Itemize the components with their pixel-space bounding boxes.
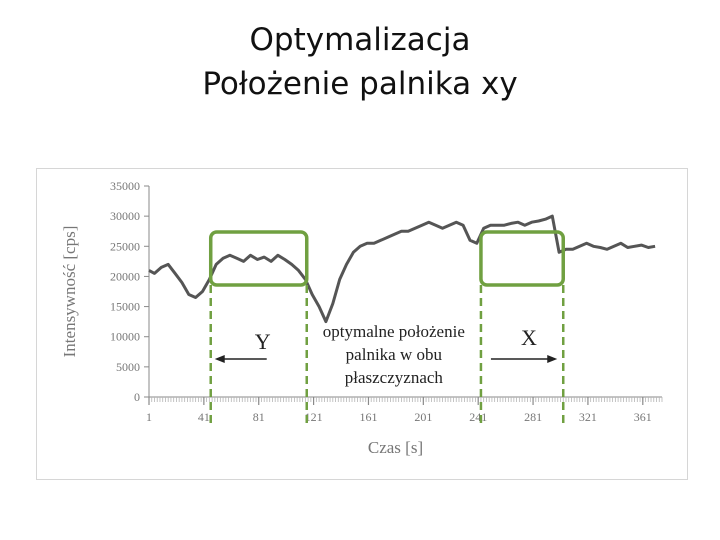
x-tick-label-81: 81	[253, 410, 265, 424]
slide-title-line2: Położenie palnika xy	[202, 66, 518, 102]
y-tick-label-25000: 25000	[110, 239, 140, 253]
highlight-box-x	[479, 230, 565, 287]
y-axis: 0 5000 10000 15000 20000 25000 30000 35000	[110, 179, 150, 404]
x-tick-label-361: 361	[634, 410, 652, 424]
x-axis-label: Czas [s]	[368, 438, 423, 457]
x-tick-label-161: 161	[359, 410, 377, 424]
x-tick-label-1: 1	[146, 410, 152, 424]
chart-frame: 0 5000 10000 15000 20000 25000 30000 35000 1 41 8…	[36, 168, 688, 480]
x-tick-label-281: 281	[524, 410, 542, 424]
highlight-box-y	[208, 230, 309, 287]
annotation-center-line-3: płaszczyznach	[345, 368, 444, 387]
x-tick-label-241: 241	[469, 410, 487, 424]
x-tick-label-41: 41	[198, 410, 210, 424]
y-tick-label-10000: 10000	[110, 330, 140, 344]
arrow-y-head	[214, 355, 225, 363]
y-tick-label-15000: 15000	[110, 300, 140, 314]
annotation-x-label: X	[521, 325, 537, 350]
annotation-center-line-1: optymalne położenie	[323, 322, 465, 341]
slide-title-line1: Optymalizacja	[249, 22, 471, 58]
x-tick-label-121: 121	[305, 410, 323, 424]
series-line-intensity	[148, 214, 656, 324]
arrow-x-head	[547, 355, 558, 363]
slide-title: Optymalizacja Położenie palnika xy	[0, 18, 720, 106]
x-tick-label-201: 201	[414, 410, 432, 424]
x-axis: 1 41 81 121 161 201 241 281 321 361	[146, 396, 663, 424]
annotation-y-label: Y	[255, 329, 271, 354]
y-tick-label-20000: 20000	[110, 269, 140, 283]
x-tick-label-321: 321	[579, 410, 597, 424]
y-tick-label-5000: 5000	[116, 360, 140, 374]
annotation-center-line-2: palnika w obu	[346, 345, 443, 364]
intensity-chart: 0 5000 10000 15000 20000 25000 30000 35000 1 41 8…	[60, 179, 663, 457]
y-axis-label: Intensywność [cps]	[60, 226, 79, 358]
y-tick-label-0: 0	[134, 390, 140, 404]
y-tick-label-35000: 35000	[110, 179, 140, 193]
y-tick-label-30000: 30000	[110, 209, 140, 223]
